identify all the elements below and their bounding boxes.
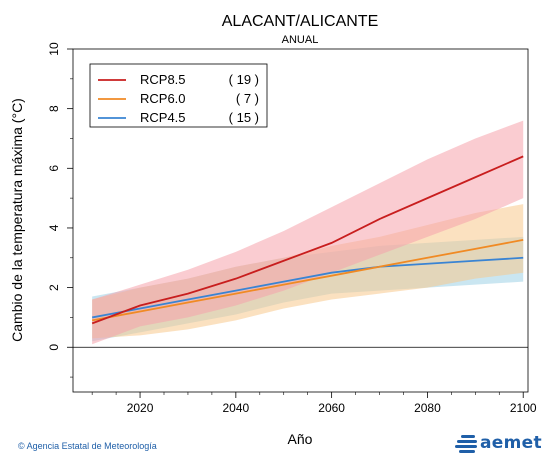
legend-label: RCP8.5: [140, 72, 186, 87]
legend-count: ( 7 ): [236, 91, 259, 106]
band-rcp85: [92, 120, 524, 345]
footer-credit: © Agencia Estatal de Meteorología: [18, 441, 157, 451]
legend-label: RCP6.0: [140, 91, 186, 106]
y-axis-label: Cambio de la temperatura máxima (°C): [9, 98, 25, 342]
line-rcp45: [91, 256, 524, 319]
series-lines: [91, 155, 524, 325]
x-tick-label: 2100: [510, 401, 537, 415]
x-axis: 2020 2040 2060 2080 2100: [91, 392, 537, 415]
aemet-logo-icon: [455, 433, 477, 453]
x-tick-label: 2040: [222, 401, 249, 415]
y-tick-label: 6: [47, 165, 61, 172]
y-tick-label: 8: [47, 105, 61, 112]
plot-frame: [72, 48, 529, 393]
y-tick-label: 2: [47, 284, 61, 291]
y-tick-label: 0: [47, 344, 61, 351]
y-tick-label: 10: [47, 42, 61, 56]
legend-count: ( 15 ): [229, 110, 259, 125]
x-tick-label: 2060: [318, 401, 345, 415]
x-tick-label: 2080: [414, 401, 441, 415]
x-axis-label: Año: [288, 431, 313, 447]
line-rcp85: [91, 155, 524, 325]
aemet-logo: aemet: [455, 433, 542, 453]
legend: RCP8.5 ( 19 ) RCP6.0 ( 7 ) RCP4.5 ( 15 ): [89, 63, 268, 128]
chart-subtitle: ANUAL: [282, 34, 319, 46]
x-tick-label: 2020: [127, 401, 154, 415]
aemet-logo-text: aemet: [480, 433, 542, 453]
legend-label: RCP4.5: [140, 110, 186, 125]
y-tick-label: 4: [47, 224, 61, 231]
legend-box: [89, 63, 268, 128]
y-axis: 0 2 4 6 8 10: [47, 42, 73, 378]
legend-count: ( 19 ): [229, 72, 259, 87]
line-rcp60: [91, 239, 524, 322]
uncertainty-bands: [92, 120, 524, 345]
chart-title: ALACANT/ALICANTE: [222, 13, 378, 30]
